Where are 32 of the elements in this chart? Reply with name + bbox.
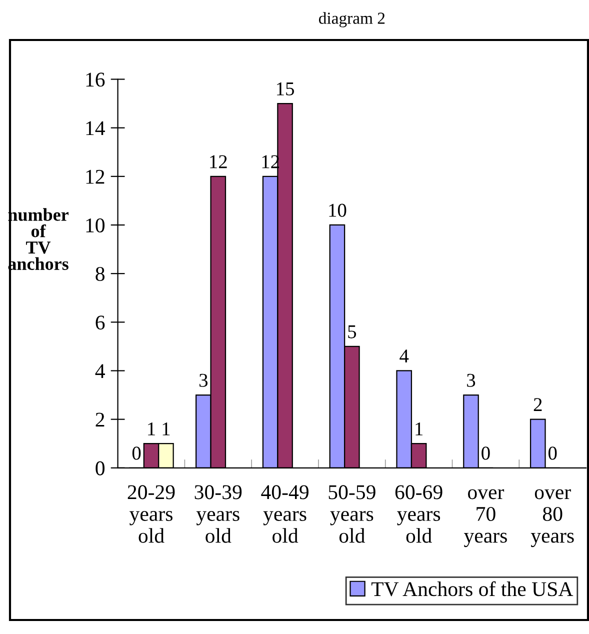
data-label: 12 xyxy=(210,155,227,168)
data-label: 1 xyxy=(416,422,423,436)
data-label: 0 xyxy=(482,446,490,460)
data-label: 0 xyxy=(132,446,141,460)
data-label: 5 xyxy=(348,325,356,338)
x-tick-label: 50-59 years old xyxy=(328,485,376,543)
data-label: 3 xyxy=(467,374,476,387)
y-tick-label: 14 xyxy=(86,121,105,136)
x-tick-label: 40-49 years old xyxy=(261,485,308,543)
data-label: 15 xyxy=(277,82,294,96)
y-tick-label: 12 xyxy=(86,170,104,184)
y-tick-label: 6 xyxy=(96,316,105,330)
data-label: 2 xyxy=(534,398,542,412)
legend-label: TV Anchors of the USA xyxy=(371,581,574,596)
data-label: 1 xyxy=(162,422,170,436)
x-tick-label: over 80 years xyxy=(530,489,574,548)
data-label: 0 xyxy=(548,446,557,460)
x-tick-label: 20-29 years old xyxy=(128,485,175,543)
data-label: 1 xyxy=(148,422,155,436)
data-label: 10 xyxy=(329,204,346,217)
x-tick-label: over 70 years xyxy=(464,489,507,548)
y-tick-label: 0 xyxy=(96,461,105,476)
x-tick-label: 60-69 years old xyxy=(395,485,442,543)
y-tick-label: 16 xyxy=(86,72,105,87)
y-tick-label: 4 xyxy=(95,364,105,378)
y-tick-label: 10 xyxy=(86,218,105,232)
data-label: 4 xyxy=(400,350,409,362)
y-tick-label: 2 xyxy=(96,412,104,427)
x-tick-label: 30-39 years old xyxy=(194,485,242,543)
y-tick-label: 8 xyxy=(96,266,105,282)
data-label: 3 xyxy=(199,374,208,387)
chart-title: diagram 2 xyxy=(318,12,385,28)
